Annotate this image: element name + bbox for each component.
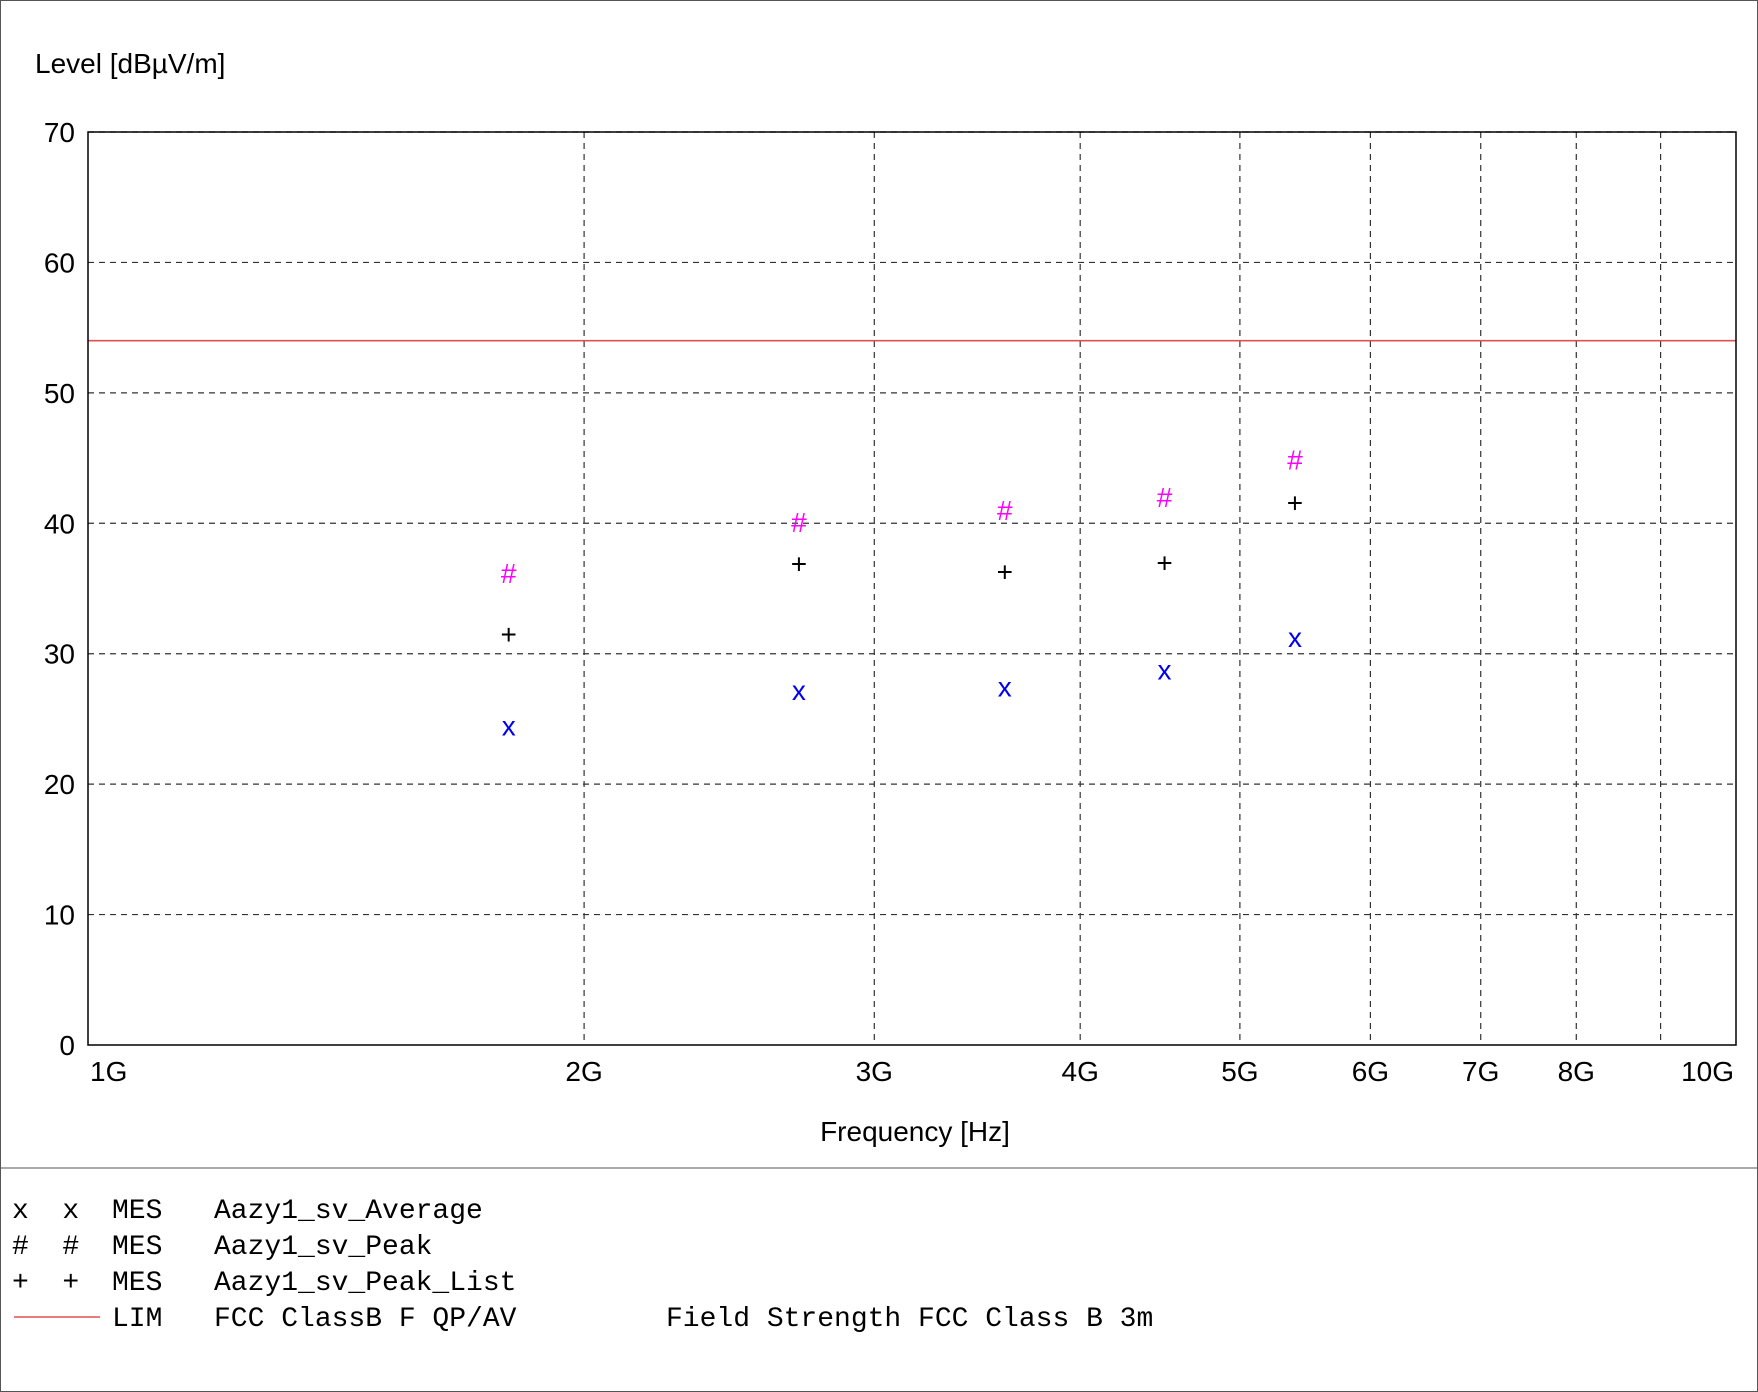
x-tick-label: 8G	[1558, 1056, 1595, 1087]
data-point: +	[791, 549, 807, 580]
legend-type: MES	[112, 1268, 162, 1299]
plot-area-border	[87, 131, 1737, 1046]
data-point: #	[997, 495, 1013, 526]
data-point: +	[1156, 547, 1172, 578]
y-tick-label: 60	[44, 247, 75, 278]
legend-symbol: + +	[12, 1268, 79, 1299]
legend-name: FCC ClassB F QP/AV	[214, 1304, 517, 1335]
y-tick-label: 40	[44, 508, 75, 539]
x-tick-label: 4G	[1062, 1056, 1099, 1087]
x-tick-label: 1G	[90, 1056, 127, 1087]
y-tick-label: 50	[44, 378, 75, 409]
legend-row: x x MES Aazy1_sv_Average	[12, 1196, 483, 1227]
legend-type: LIM	[112, 1304, 162, 1335]
x-tick-label: 6G	[1352, 1056, 1389, 1087]
data-markers: x x x x x # # # # # + + + + +	[501, 444, 1304, 741]
y-tick-label: 0	[59, 1030, 75, 1061]
legend-description: Field Strength FCC Class B 3m	[666, 1304, 1153, 1335]
x-tick-label: 10G	[1681, 1056, 1734, 1087]
legend-name: Aazy1_sv_Peak_List	[214, 1268, 516, 1299]
data-point: #	[791, 507, 807, 538]
data-point: x	[502, 710, 516, 741]
y-tick-label: 30	[44, 639, 75, 670]
data-point: x	[998, 671, 1012, 702]
x-tick-label: 7G	[1462, 1056, 1499, 1087]
grid	[88, 131, 1736, 1045]
data-point: +	[997, 557, 1013, 588]
data-point: x	[792, 675, 806, 706]
y-tick-labels: 0 10 20 30 40 50 60 70	[44, 117, 75, 1061]
x-tick-label: 3G	[856, 1056, 893, 1087]
y-tick-label: 10	[44, 900, 75, 931]
legend-row: # # MES Aazy1_sv_Peak	[12, 1232, 432, 1263]
legend-name: Aazy1_sv_Average	[214, 1196, 483, 1227]
legend-type: MES	[112, 1196, 162, 1227]
x-tick-label: 5G	[1221, 1056, 1258, 1087]
x-axis-label: Frequency [Hz]	[820, 1116, 1010, 1147]
legend-row: + + MES Aazy1_sv_Peak_List	[12, 1268, 516, 1299]
y-tick-label: 70	[44, 117, 75, 148]
legend-row: LIM FCC ClassB F QP/AV Field Strength FCC …	[14, 1304, 1153, 1335]
legend-symbol: x x	[12, 1196, 79, 1227]
data-point: x	[1157, 654, 1171, 685]
data-point: #	[1287, 444, 1303, 475]
y-tick-label: 20	[44, 769, 75, 800]
legend-symbol: # #	[12, 1232, 79, 1263]
legend-type: MES	[112, 1232, 162, 1263]
data-point: x	[1288, 622, 1302, 653]
data-point: #	[1157, 482, 1173, 513]
x-tick-labels: 1G 2G 3G 4G 5G 6G 7G 8G 10G	[90, 1056, 1734, 1087]
legend: x x MES Aazy1_sv_Average # # MES Aazy1_sv_Pea…	[12, 1196, 1153, 1335]
x-tick-label: 2G	[565, 1056, 602, 1087]
legend-name: Aazy1_sv_Peak	[214, 1232, 432, 1263]
y-axis-label: Level [dBµV/m]	[35, 48, 225, 79]
data-point: +	[1287, 487, 1303, 518]
data-point: +	[501, 619, 517, 650]
data-point: #	[501, 558, 517, 589]
